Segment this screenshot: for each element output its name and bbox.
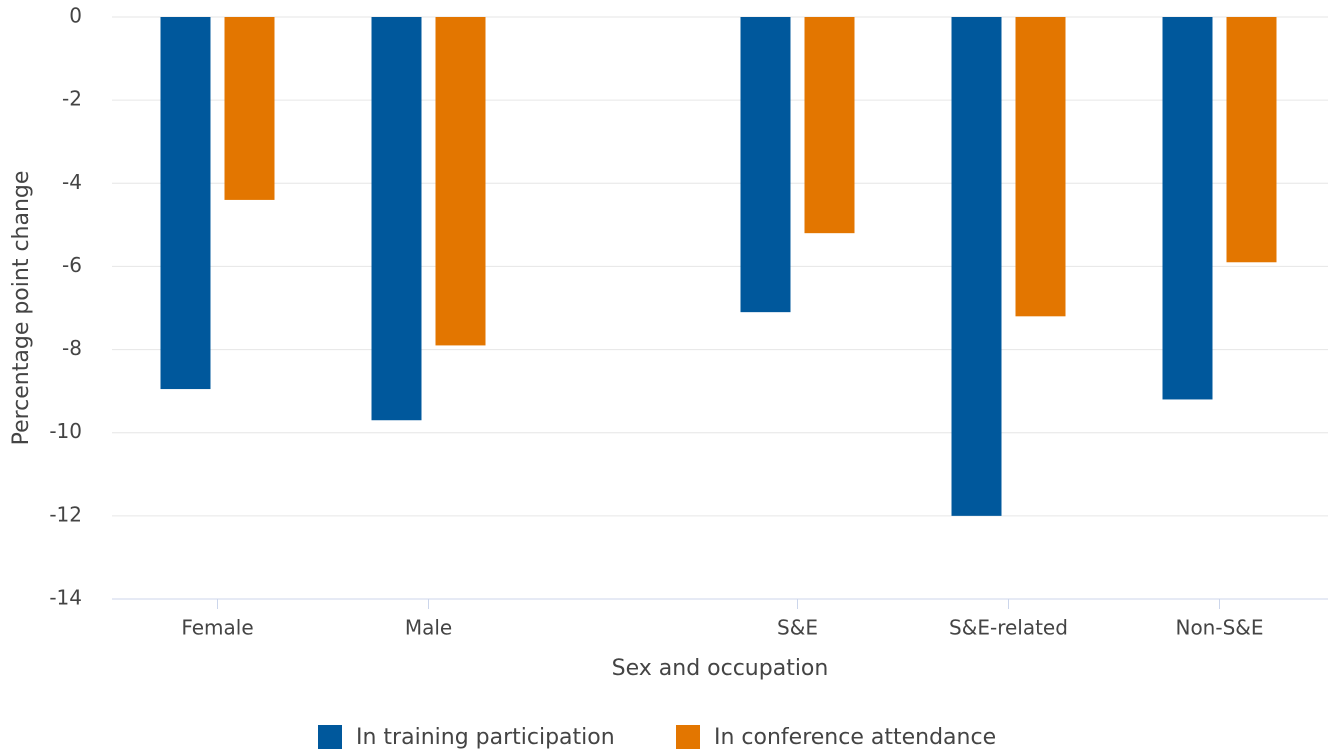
bar [740,17,791,313]
y-tick-label: -2 [62,87,82,111]
legend-label: In training participation [356,725,615,750]
bar [160,17,211,390]
bar [1226,17,1277,263]
legend-swatch [676,725,700,749]
x-tick-label: S&E [777,616,818,640]
y-tick-label: -14 [49,586,82,610]
x-axis-title: Sex and occupation [612,656,829,681]
y-tick-label: -8 [62,336,82,360]
y-tick-label: -6 [62,253,82,277]
bar [371,17,422,421]
bar [435,17,486,346]
y-axis-title: Percentage point change [9,171,34,446]
bar [1015,17,1066,317]
legend-label: In conference attendance [714,725,996,750]
y-tick-label: -4 [62,170,82,194]
bar [224,17,275,200]
legend-swatch [318,725,342,749]
bar [951,17,1002,516]
x-tick-label: Female [181,616,253,640]
y-tick-label: -10 [49,419,82,443]
bar [1162,17,1213,400]
y-tick-label: -12 [49,502,82,526]
x-tick-label: Non-S&E [1175,616,1263,640]
y-tick-label: 0 [69,4,82,28]
x-tick-label: S&E-related [949,616,1068,640]
bar [804,17,855,234]
x-tick-label: Male [405,616,452,640]
